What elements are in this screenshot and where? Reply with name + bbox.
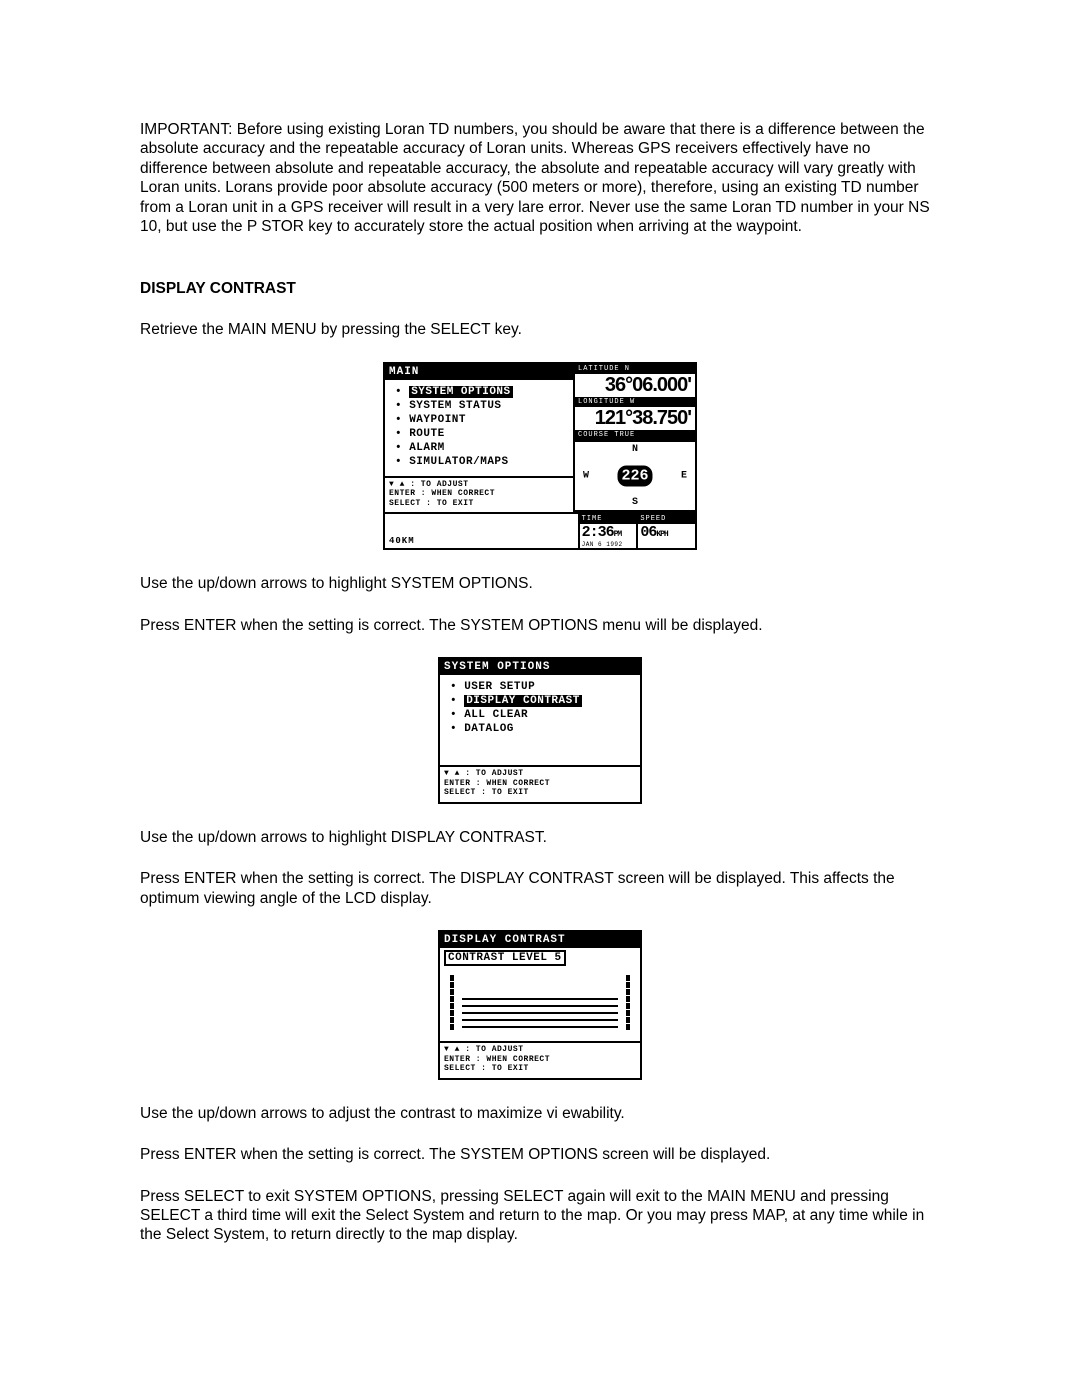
figure-display-contrast: DISPLAY CONTRAST CONTRAST LEVEL 5 ▼ ▲ : … [438, 930, 642, 1080]
gauge-row [450, 1010, 630, 1016]
menu-item: • WAYPOINT [395, 414, 567, 426]
hint-line: ENTER : WHEN CORRECT [444, 1055, 636, 1065]
figure-2-wrap: SYSTEM OPTIONS • USER SETUP • DISPLAY CON… [140, 657, 940, 804]
time-value: 2:36 [582, 524, 614, 541]
contrast-level-label: CONTRAST LEVEL 5 [444, 950, 566, 966]
section-heading: DISPLAY CONTRAST [140, 280, 940, 298]
instruction-p6: Use the up/down arrows to adjust the con… [140, 1104, 940, 1123]
menu-item: • DATALOG [450, 723, 634, 735]
fig1-hints: ▼ ▲ : TO ADJUSTENTER : WHEN CORRECTSELEC… [385, 476, 573, 513]
speed-sub: KPH [656, 530, 667, 539]
heading-value: 226 [617, 466, 652, 487]
gauge-row [450, 1017, 630, 1023]
gauge-row [450, 996, 630, 1002]
menu-item: • ALARM [395, 442, 567, 454]
hint-line: ▼ ▲ : TO ADJUST [444, 769, 636, 779]
scale-value: 40KM [385, 514, 580, 548]
lon-label: LONGITUDE W [575, 397, 695, 407]
important-paragraph: IMPORTANT: Before using existing Loran T… [140, 120, 940, 236]
gauge-row [450, 1024, 630, 1030]
time-label: TIME [580, 514, 637, 524]
gauge-row [450, 975, 630, 981]
hint-line: SELECT : TO EXIT [389, 499, 569, 509]
menu-item: • SIMULATOR/MAPS [395, 456, 567, 468]
menu-item: • SYSTEM OPTIONS [395, 386, 567, 398]
hint-line: ▼ ▲ : TO ADJUST [389, 480, 569, 490]
lat-value: 36°06.000' [575, 374, 695, 397]
fig2-hints: ▼ ▲ : TO ADJUSTENTER : WHEN CORRECTSELEC… [440, 765, 640, 802]
compass: N S W E 226 [575, 440, 695, 513]
hint-line: ▼ ▲ : TO ADJUST [444, 1045, 636, 1055]
fig3-hints: ▼ ▲ : TO ADJUSTENTER : WHEN CORRECTSELEC… [440, 1041, 640, 1078]
fig3-title-bar: DISPLAY CONTRAST [440, 932, 640, 948]
instruction-p4: Use the up/down arrows to highlight DISP… [140, 828, 940, 847]
document-page: IMPORTANT: Before using existing Loran T… [0, 0, 1080, 1327]
menu-item: • ROUTE [395, 428, 567, 440]
compass-n: N [632, 444, 638, 455]
figure-1-wrap: MAIN • SYSTEM OPTIONS • SYSTEM STATUS • WA… [140, 362, 940, 551]
gauge-row [450, 1003, 630, 1009]
menu-item: • ALL CLEAR [450, 709, 634, 721]
figure-main-menu: MAIN • SYSTEM OPTIONS • SYSTEM STATUS • WA… [383, 362, 697, 551]
figure-system-options: SYSTEM OPTIONS • USER SETUP • DISPLAY CON… [438, 657, 642, 804]
instruction-p5: Press ENTER when the setting is correct.… [140, 869, 940, 908]
menu-item: • SYSTEM STATUS [395, 400, 567, 412]
time-sub: PM [614, 530, 622, 539]
instruction-p7: Press ENTER when the setting is correct.… [140, 1145, 940, 1164]
hint-line: ENTER : WHEN CORRECT [444, 779, 636, 789]
gauge-row [450, 982, 630, 988]
date-sub: JAN 6 1992 [580, 541, 637, 548]
gauge-row [450, 989, 630, 995]
contrast-gauge [440, 968, 640, 1041]
lat-label: LATITUDE N [575, 364, 695, 374]
lon-value: 121°38.750' [575, 407, 695, 430]
figure-3-wrap: DISPLAY CONTRAST CONTRAST LEVEL 5 ▼ ▲ : … [140, 930, 940, 1080]
hint-line: ENTER : WHEN CORRECT [389, 489, 569, 499]
instruction-p1: Retrieve the MAIN MENU by pressing the S… [140, 320, 940, 339]
course-label: COURSE TRUE [575, 430, 695, 440]
speed-value: 06 [640, 524, 656, 541]
compass-e: E [681, 471, 687, 482]
compass-w: W [583, 471, 589, 482]
contrast-level-row: CONTRAST LEVEL 5 [440, 948, 640, 968]
instruction-p2: Use the up/down arrows to highlight SYST… [140, 574, 940, 593]
fig2-title-bar: SYSTEM OPTIONS [440, 659, 640, 675]
instruction-p8: Press SELECT to exit SYSTEM OPTIONS, pre… [140, 1187, 940, 1245]
instruction-p3: Press ENTER when the setting is correct.… [140, 616, 940, 635]
menu-item: • DISPLAY CONTRAST [450, 695, 634, 707]
speed-label: SPEED [638, 514, 695, 524]
fig1-menu-list: • SYSTEM OPTIONS • SYSTEM STATUS • WAYPOIN… [385, 380, 573, 476]
fig1-title-bar: MAIN [385, 364, 573, 380]
hint-line: SELECT : TO EXIT [444, 788, 636, 798]
compass-s: S [632, 497, 638, 508]
hint-line: SELECT : TO EXIT [444, 1064, 636, 1074]
menu-item: • USER SETUP [450, 681, 634, 693]
fig2-menu-list: • USER SETUP • DISPLAY CONTRAST • ALL CLEA… [440, 675, 640, 765]
